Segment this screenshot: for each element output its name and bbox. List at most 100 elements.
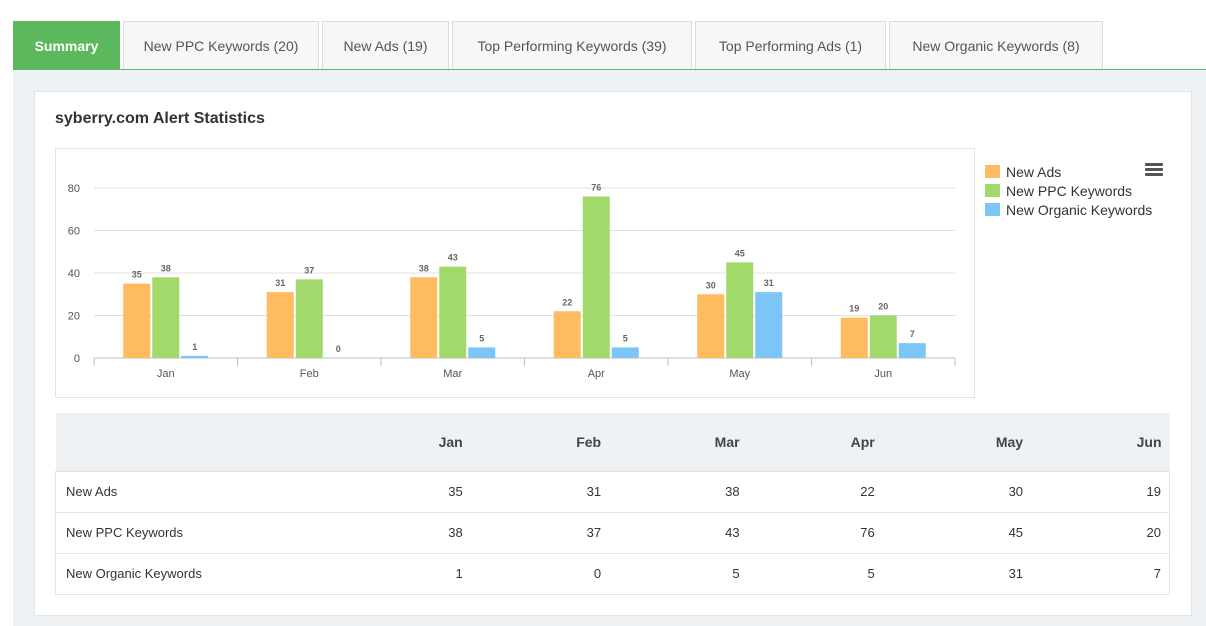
legend-label-new-ppc-keywords: New PPC Keywords <box>1006 182 1133 199</box>
tab-new-organic-keywords[interactable]: New Organic Keywords (8) <box>889 21 1103 70</box>
row-label-new-ppc-keywords: New PPC Keywords <box>55 512 336 554</box>
table-cell: 30 <box>882 471 1032 513</box>
table-header-jun: Jun <box>1031 413 1170 472</box>
table-cell: 5 <box>609 553 748 595</box>
tab-top-performing-keywords[interactable]: Top Performing Keywords (39) <box>452 21 692 70</box>
card-title: syberry.com Alert Statistics <box>55 110 265 127</box>
data-label: 19 <box>849 304 859 314</box>
legend-item-new-organic-keywords[interactable]: New Organic Keywords <box>985 200 1152 219</box>
data-label: 35 <box>132 270 142 280</box>
table-row: New PPC Keywords 38 37 43 76 45 20 <box>55 512 1171 554</box>
bar <box>123 283 151 358</box>
legend-swatch-new-ads <box>985 165 1000 178</box>
table-cell: 20 <box>1031 512 1171 554</box>
data-label: 20 <box>878 302 888 312</box>
data-label: 0 <box>336 344 341 354</box>
table-header-may: May <box>882 413 1032 472</box>
tab-new-ppc-keywords[interactable]: New PPC Keywords (20) <box>123 21 319 70</box>
hamburger-menu-icon[interactable] <box>1145 163 1163 177</box>
data-label: 43 <box>448 253 458 263</box>
legend-label-new-organic-keywords: New Organic Keywords <box>1006 201 1153 218</box>
tab-new-ads[interactable]: New Ads (19) <box>322 21 449 70</box>
y-tick-label: 0 <box>74 353 80 365</box>
table-header-blank <box>55 413 336 472</box>
table-header-mar: Mar <box>609 413 748 472</box>
bar <box>439 266 467 358</box>
legend-item-new-ads[interactable]: New Ads <box>985 162 1152 181</box>
bar <box>840 317 868 358</box>
data-label: 37 <box>304 265 314 275</box>
x-tick-label: Jan <box>157 368 175 380</box>
data-label: 31 <box>764 278 774 288</box>
bar <box>468 347 496 358</box>
table-cell: 19 <box>1031 471 1171 513</box>
table-header-feb: Feb <box>470 413 610 472</box>
data-label: 7 <box>910 329 915 339</box>
table-cell: 31 <box>882 553 1032 595</box>
x-tick-label: May <box>729 368 750 380</box>
table-cell: 1 <box>335 553 471 595</box>
chart-legend: New Ads New PPC Keywords New Organic Key… <box>985 162 1152 219</box>
row-label-new-ads: New Ads <box>55 471 336 513</box>
bar <box>553 311 581 358</box>
stats-table: Jan Feb Mar Apr May Jun New Ads 35 31 38… <box>55 413 1171 595</box>
bar <box>869 315 897 358</box>
y-tick-label: 80 <box>68 183 80 195</box>
bar <box>611 347 639 358</box>
table-cell: 76 <box>747 512 883 554</box>
x-tick-label: Mar <box>443 368 462 380</box>
table-cell: 0 <box>470 553 610 595</box>
table-cell: 45 <box>882 512 1032 554</box>
bar-chart: 0 20 40 60 80 Jan 35 38 1 Feb 31 37 0 Mar 38 43 5 Apr 22 76… <box>68 183 956 380</box>
data-label: 31 <box>275 278 285 288</box>
tab-bar: Summary New PPC Keywords (20) New Ads (1… <box>13 21 1206 70</box>
bar <box>295 279 323 358</box>
x-tick-label: Feb <box>300 368 319 380</box>
data-label: 30 <box>706 280 716 290</box>
data-label: 45 <box>735 248 745 258</box>
y-tick-label: 40 <box>68 268 80 280</box>
x-tick-label: Jun <box>874 368 892 380</box>
table-cell: 31 <box>470 471 610 513</box>
data-label: 38 <box>161 263 171 273</box>
table-cell: 43 <box>609 512 748 554</box>
table-header-apr: Apr <box>747 413 883 472</box>
legend-label-new-ads: New Ads <box>1006 163 1062 180</box>
data-label: 5 <box>479 333 484 343</box>
table-row: New Organic Keywords 1 0 5 5 31 7 <box>55 553 1171 595</box>
bar <box>582 196 610 358</box>
table-row: New Ads 35 31 38 22 30 19 <box>55 471 1171 513</box>
data-label: 38 <box>419 263 429 273</box>
bar <box>697 294 725 358</box>
tab-underline <box>13 69 1206 70</box>
table-cell: 35 <box>335 471 471 513</box>
table-cell: 5 <box>747 553 883 595</box>
bar <box>898 343 926 358</box>
table-cell: 38 <box>335 512 471 554</box>
legend-item-new-ppc-keywords[interactable]: New PPC Keywords <box>985 181 1152 200</box>
data-label: 1 <box>192 342 197 352</box>
bar <box>726 262 754 358</box>
bar <box>152 277 180 358</box>
tab-summary[interactable]: Summary <box>13 21 120 70</box>
bar <box>181 355 209 358</box>
table-header-jan: Jan <box>335 413 471 472</box>
table-cell: 7 <box>1031 553 1171 595</box>
data-label: 76 <box>591 183 601 193</box>
table-cell: 22 <box>747 471 883 513</box>
table-cell: 38 <box>609 471 748 513</box>
bar <box>755 292 783 358</box>
legend-swatch-new-ppc-keywords <box>985 184 1000 197</box>
table-cell: 37 <box>470 512 610 554</box>
bar <box>410 277 438 358</box>
bar <box>266 292 294 358</box>
row-label-new-organic-keywords: New Organic Keywords <box>55 553 336 595</box>
y-tick-label: 20 <box>68 311 80 323</box>
data-label: 5 <box>623 333 628 343</box>
y-tick-label: 60 <box>68 226 80 238</box>
x-tick-label: Apr <box>588 368 605 380</box>
data-label: 22 <box>562 297 572 307</box>
legend-swatch-new-organic-keywords <box>985 203 1000 216</box>
table-header-row: Jan Feb Mar Apr May Jun <box>55 413 1170 472</box>
tab-top-performing-ads[interactable]: Top Performing Ads (1) <box>695 21 886 70</box>
